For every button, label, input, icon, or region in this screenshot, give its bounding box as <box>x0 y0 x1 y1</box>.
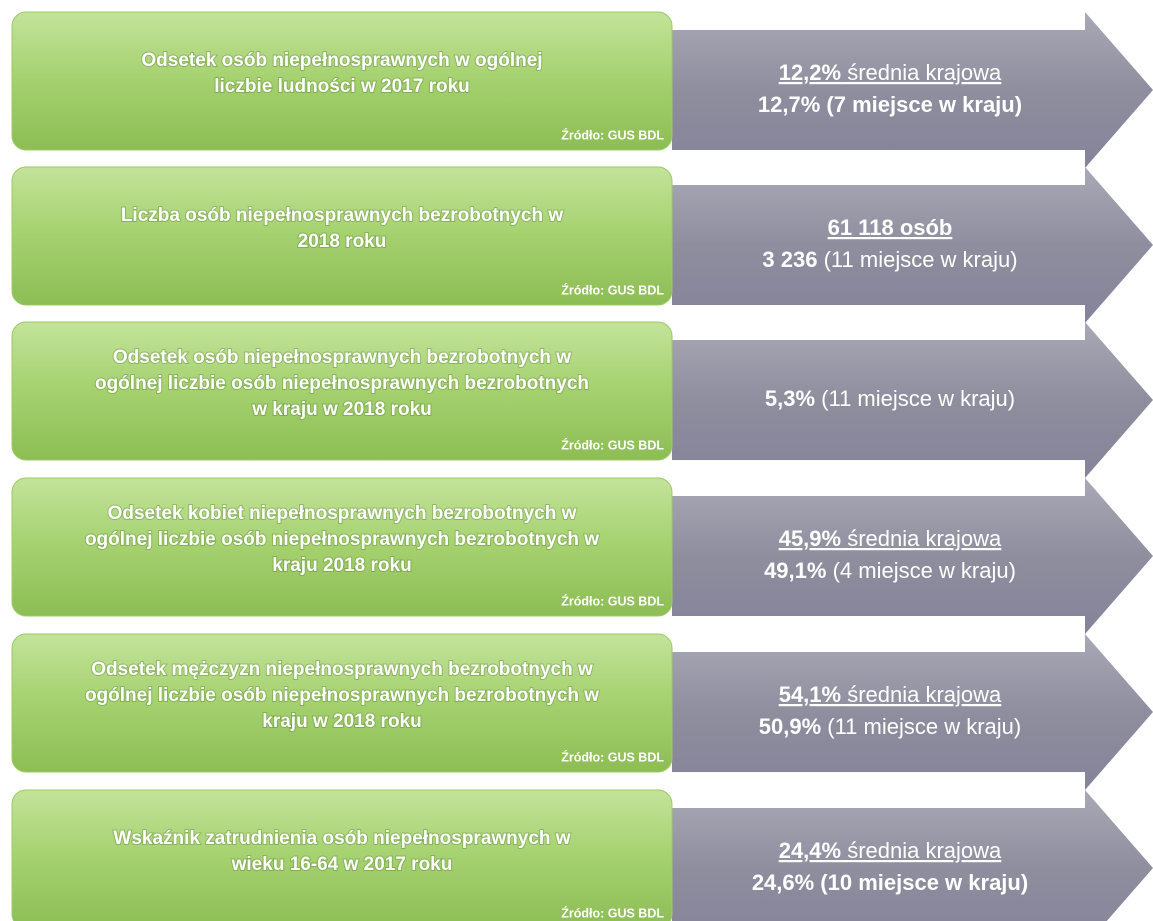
value-segment: średnia krajowa <box>841 682 1002 707</box>
arrow <box>672 634 1153 790</box>
value-segment: (4 miejsce w kraju) <box>826 558 1015 583</box>
row: Odsetek osób niepełnosprawnych bezrobotn… <box>11 321 1153 478</box>
value-line: 3 236 (11 miejsce w kraju) <box>762 247 1017 272</box>
arrow <box>672 167 1153 323</box>
value-line: 54,1% średnia krajowa <box>779 682 1002 707</box>
value-segment: 5,3% <box>765 386 815 411</box>
title-line: Wskaźnik zatrudnienia osób niepełnospraw… <box>113 828 570 849</box>
value-segment: (11 miejsce w kraju) <box>821 714 1021 739</box>
green-box <box>11 11 673 151</box>
row: Odsetek kobiet niepełnosprawnych bezrobo… <box>11 477 1153 634</box>
arrow <box>672 12 1153 168</box>
value-segment: średnia krajowa <box>841 60 1002 85</box>
value-line: 24,4% średnia krajowa <box>779 838 1002 863</box>
value-segment: 61 118 osób <box>828 215 953 240</box>
value-line: 12,7% (7 miejsce w kraju) <box>758 92 1022 117</box>
source: Źródło: GUS BDL <box>561 282 664 297</box>
value-segment: 3 236 <box>762 247 817 272</box>
value-segment: 49,1% <box>764 558 826 583</box>
value-line: 49,1% (4 miejsce w kraju) <box>764 558 1016 583</box>
title-line: kraju 2018 roku <box>272 555 411 576</box>
value-segment: średnia krajowa <box>841 838 1002 863</box>
source: Źródło: GUS BDL <box>561 437 664 452</box>
title-line: Liczba osób niepełnosprawnych bezrobotny… <box>121 205 564 226</box>
value-segment: 50,9% <box>759 714 821 739</box>
green-box <box>11 321 673 461</box>
source: Źródło: GUS BDL <box>561 749 664 764</box>
title-line: ogólnej liczbie osób niepełnosprawnych b… <box>85 685 599 706</box>
title-line: Odsetek mężczyzn niepełnosprawnych bezro… <box>91 659 593 680</box>
green-box <box>11 633 673 773</box>
title-line: w kraju w 2018 roku <box>251 399 432 420</box>
value-line: 12,2% średnia krajowa <box>779 60 1002 85</box>
row: Odsetek mężczyzn niepełnosprawnych bezro… <box>11 633 1153 790</box>
value-segment: 54,1% <box>779 682 841 707</box>
value-segment: 24,6% (10 miejsce w kraju) <box>752 870 1028 895</box>
value-line: 61 118 osób <box>828 215 953 240</box>
value-segment: (11 miejsce w kraju) <box>815 386 1015 411</box>
value-segment: (11 miejsce w kraju) <box>817 247 1017 272</box>
arrow <box>672 478 1153 634</box>
title-line: ogólnej liczbie osób niepełnosprawnych b… <box>85 529 599 550</box>
green-box <box>11 477 673 617</box>
row: Odsetek osób niepełnosprawnych w ogólnej… <box>11 11 1153 168</box>
title-line: kraju w 2018 roku <box>262 711 421 732</box>
title-line: Odsetek osób niepełnosprawnych bezrobotn… <box>113 347 571 368</box>
value-line: 24,6% (10 miejsce w kraju) <box>752 870 1028 895</box>
row: Wskaźnik zatrudnienia osób niepełnospraw… <box>11 789 1153 921</box>
title-line: liczbie ludności w 2017 roku <box>214 76 470 97</box>
title-line: Odsetek kobiet niepełnosprawnych bezrobo… <box>108 503 577 524</box>
source: Źródło: GUS BDL <box>561 905 664 920</box>
green-box <box>11 166 673 306</box>
source: Źródło: GUS BDL <box>561 593 664 608</box>
value-line: 45,9% średnia krajowa <box>779 526 1002 551</box>
value-segment: 45,9% <box>779 526 841 551</box>
green-box <box>11 789 673 921</box>
source: Źródło: GUS BDL <box>561 127 664 142</box>
value-line: 5,3% (11 miejsce w kraju) <box>765 386 1015 411</box>
title-line: Odsetek osób niepełnosprawnych w ogólnej <box>141 50 542 71</box>
value-segment: średnia krajowa <box>841 526 1002 551</box>
value-segment: 24,4% <box>779 838 841 863</box>
value-segment: 12,2% <box>779 60 841 85</box>
value-line: 50,9% (11 miejsce w kraju) <box>759 714 1021 739</box>
title-line: 2018 roku <box>298 231 387 252</box>
arrow <box>672 790 1153 921</box>
title-line: wieku 16-64 w 2017 roku <box>231 854 453 875</box>
title-line: ogólnej liczbie osób niepełnosprawnych b… <box>95 373 589 394</box>
value-segment: 12,7% (7 miejsce w kraju) <box>758 92 1022 117</box>
arrow <box>672 322 1153 478</box>
row: Liczba osób niepełnosprawnych bezrobotny… <box>11 166 1153 323</box>
